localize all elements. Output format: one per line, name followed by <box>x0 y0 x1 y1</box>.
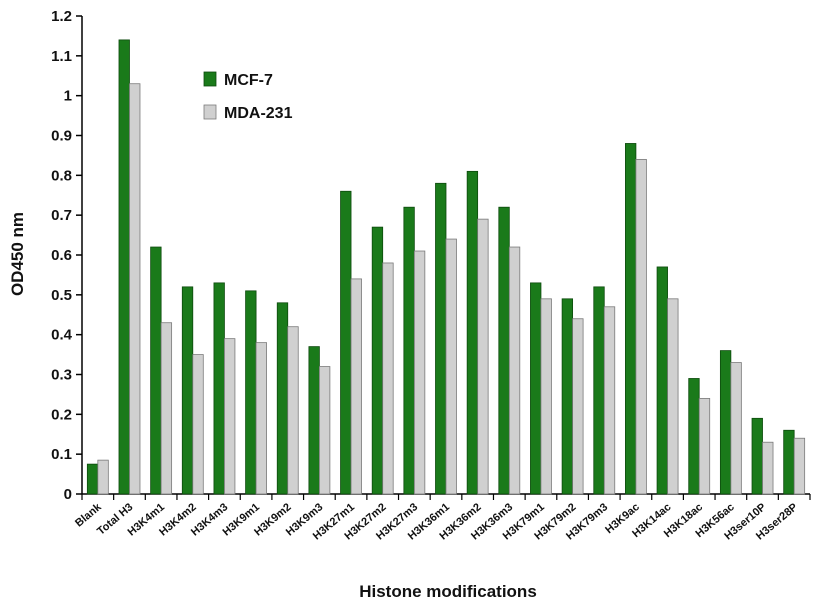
bar-mcf7 <box>466 170 479 495</box>
y-tick-label: 0.2 <box>51 406 72 423</box>
bar-mcf7 <box>656 266 668 495</box>
bar-mda231 <box>192 354 204 495</box>
legend-swatch <box>203 71 217 87</box>
bar-mcf7 <box>719 350 732 495</box>
y-tick-label: 0.8 <box>51 167 72 184</box>
bar-mda231 <box>382 262 394 495</box>
bar-mda231 <box>350 278 362 495</box>
bar-mda231 <box>160 322 173 495</box>
bar-mcf7 <box>150 246 162 495</box>
bar-mda231 <box>730 362 742 495</box>
bar-mda231 <box>603 306 616 495</box>
legend-label: MCF-7 <box>224 72 273 89</box>
bar-mcf7 <box>625 143 637 495</box>
x-axis-title: Histone modifications <box>359 582 537 601</box>
bar-mda231 <box>698 397 711 495</box>
bar-mda231 <box>793 437 806 495</box>
bar-mcf7 <box>561 298 574 495</box>
bar-mda231 <box>413 250 426 495</box>
y-tick-label: 0.4 <box>51 327 73 344</box>
bar-mcf7 <box>751 417 763 495</box>
bar-mda231 <box>762 441 774 495</box>
bar-mcf7 <box>688 378 700 495</box>
bar-mda231 <box>508 246 521 495</box>
bar-mcf7 <box>435 182 447 495</box>
bars <box>86 39 806 495</box>
bar-mcf7 <box>340 190 352 495</box>
bar-mda231 <box>129 83 141 495</box>
bar-mda231 <box>477 218 489 495</box>
bar-mda231 <box>635 158 647 495</box>
y-tick-label: 1 <box>64 88 72 105</box>
y-tick-label: 0 <box>64 486 72 503</box>
legend-label: MDA-231 <box>224 105 293 122</box>
y-tick-label: 0.7 <box>51 207 72 224</box>
bar-mda231 <box>318 366 331 495</box>
bar-mcf7 <box>371 226 384 495</box>
y-tick-label: 0.5 <box>51 287 72 304</box>
bar-mcf7 <box>403 206 415 495</box>
bar-mda231 <box>224 338 236 495</box>
legend-swatch <box>203 104 217 120</box>
bar-mcf7 <box>86 463 99 495</box>
y-tick-label: 0.3 <box>51 367 72 384</box>
bar-mda231 <box>445 238 457 495</box>
y-tick-label: 0.1 <box>51 446 72 463</box>
bar-mcf7 <box>213 282 225 495</box>
y-tick-label: 0.9 <box>51 128 72 145</box>
y-axis: 0 0.1 0.2 0.3 0.4 0.5 0.6 0.7 0.8 0.9 1 1.1 1.2 <box>51 8 83 503</box>
bar-mda231 <box>667 298 679 495</box>
bar-mda231 <box>97 459 109 495</box>
bar-mcf7 <box>530 282 542 495</box>
bar-mda231 <box>255 342 267 495</box>
bar-mcf7 <box>783 429 795 495</box>
bar-mcf7 <box>593 286 605 495</box>
y-tick-label: 0.6 <box>51 247 72 264</box>
bar-mcf7 <box>276 302 289 495</box>
y-tick-label: 1.2 <box>51 8 72 25</box>
bar-mcf7 <box>245 290 257 495</box>
y-tick-label: 1.1 <box>51 48 72 65</box>
bar-mda231 <box>287 326 299 495</box>
y-axis-title: OD450 nm <box>8 212 27 296</box>
bar-mcf7 <box>498 206 510 495</box>
bar-mcf7 <box>181 286 194 495</box>
bar-mda231 <box>572 318 584 495</box>
legend: MCF-7 MDA-231 <box>203 71 293 122</box>
bar-mcf7 <box>308 346 320 495</box>
bar-mcf7 <box>118 39 130 495</box>
bar-mda231 <box>540 298 552 495</box>
